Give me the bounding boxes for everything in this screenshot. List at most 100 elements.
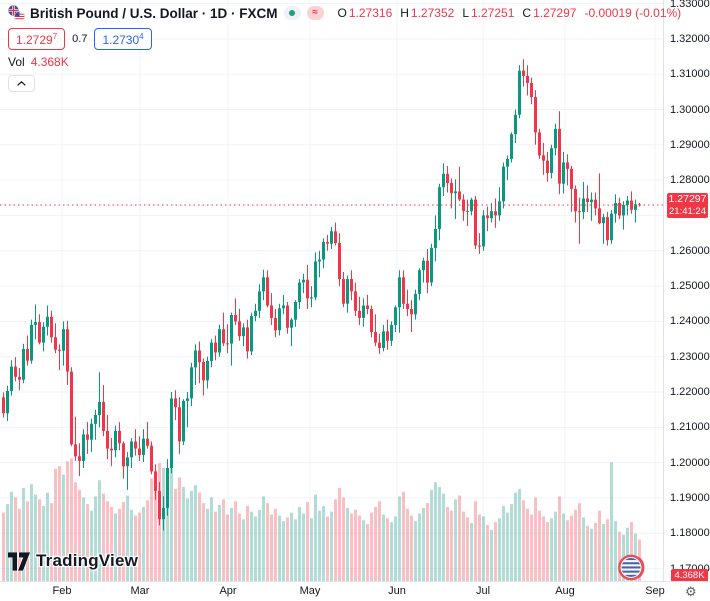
candle-body bbox=[590, 199, 593, 203]
candle-body bbox=[610, 213, 613, 241]
volume-bar bbox=[2, 512, 5, 581]
volume-bar bbox=[590, 528, 593, 581]
volume-bar bbox=[134, 515, 137, 581]
candle-body bbox=[38, 322, 41, 343]
volume-bar bbox=[246, 505, 249, 581]
candle-body bbox=[66, 329, 69, 372]
candle-body bbox=[618, 203, 621, 216]
candle-body bbox=[474, 199, 477, 246]
candle-body bbox=[50, 316, 53, 338]
candle-body bbox=[150, 445, 153, 472]
volume-bar bbox=[462, 511, 465, 581]
volume-bar bbox=[230, 507, 233, 581]
volume-indicator-value: 4.368K bbox=[30, 54, 69, 69]
close-value: 1.27297 bbox=[533, 6, 577, 20]
tradingview-logo-text: TradingView bbox=[36, 551, 139, 570]
sell-bid-button[interactable]: 1.27297 bbox=[8, 27, 66, 50]
axis-settings-gear-icon[interactable]: ⚙ bbox=[685, 584, 697, 599]
volume-bar bbox=[242, 519, 245, 581]
buy-ask-button[interactable]: 1.27304 bbox=[94, 27, 152, 50]
candle-body bbox=[502, 166, 505, 202]
volume-bar bbox=[86, 504, 89, 581]
volume-bar bbox=[350, 513, 353, 581]
open-value: 1.27316 bbox=[348, 6, 393, 20]
candle-body bbox=[550, 148, 553, 173]
volume-bar bbox=[414, 521, 417, 581]
change-value: -0.00019 (-0.01%) bbox=[584, 6, 682, 20]
volume-bar bbox=[122, 502, 125, 581]
volume-bar bbox=[610, 462, 613, 581]
volume-bar bbox=[78, 489, 81, 581]
chart-legend: British Pound / U.S. Dollar · 1D · FXCM … bbox=[8, 4, 681, 92]
volume-bar bbox=[238, 513, 241, 581]
volume-bar bbox=[202, 503, 205, 581]
high-label: H bbox=[400, 6, 409, 20]
tradingview-logo[interactable]: TradingView bbox=[8, 551, 138, 571]
candle-body bbox=[482, 215, 485, 247]
price-tick-label: 1.24000 bbox=[670, 315, 710, 328]
volume-bar bbox=[214, 511, 217, 581]
candle-body bbox=[234, 315, 237, 322]
volume-bar bbox=[366, 524, 369, 581]
candle-body bbox=[386, 331, 389, 341]
close-label: C bbox=[522, 6, 532, 20]
price-tick-label: 1.23000 bbox=[670, 350, 710, 363]
candle-body bbox=[70, 371, 73, 445]
candle-body bbox=[178, 407, 181, 442]
candle-body bbox=[274, 317, 277, 331]
price-tick-label: 1.22000 bbox=[670, 386, 710, 398]
volume-bar bbox=[290, 512, 293, 581]
volume-bar bbox=[338, 487, 341, 581]
candle-body bbox=[486, 215, 489, 219]
fxcm-logo[interactable] bbox=[616, 552, 647, 588]
volume-bar bbox=[150, 478, 153, 581]
candle-body bbox=[130, 441, 133, 458]
volume-bar bbox=[210, 497, 213, 581]
volume-bar bbox=[298, 506, 301, 581]
volume-bar bbox=[370, 512, 373, 581]
market-open-dot-icon bbox=[289, 10, 296, 16]
volume-bar bbox=[426, 503, 429, 581]
candle-body bbox=[286, 305, 289, 328]
candle-body bbox=[250, 316, 253, 352]
chevron-up-icon bbox=[17, 81, 26, 86]
candle-body bbox=[126, 457, 129, 467]
candle-body bbox=[162, 507, 165, 520]
volume-bar bbox=[106, 501, 109, 581]
volume-bar bbox=[274, 508, 277, 581]
volume-bar bbox=[130, 509, 133, 581]
symbol-title[interactable]: British Pound / U.S. Dollar · 1D · FXCM bbox=[30, 5, 278, 21]
candle-body bbox=[134, 441, 137, 449]
candlestick-plot[interactable] bbox=[0, 0, 663, 581]
volume-bar bbox=[46, 492, 49, 581]
candle-body bbox=[26, 349, 29, 361]
candle-body bbox=[318, 259, 321, 262]
candle-body bbox=[154, 471, 157, 491]
price-axis[interactable]: 1.33000 1.32000 1.31000 1.30000 1.29000 1.280… bbox=[663, 0, 710, 582]
time-axis[interactable]: Feb Mar Apr May Jun Jul Aug Sep ⚙ bbox=[0, 581, 710, 601]
candle-body bbox=[146, 438, 149, 446]
price-tick-label: 1.25000 bbox=[670, 280, 710, 293]
volume-bar bbox=[330, 511, 333, 581]
volume-bar bbox=[318, 510, 321, 581]
volume-bar bbox=[526, 508, 529, 581]
candle-body bbox=[314, 261, 317, 298]
price-tick-label: 1.18000 bbox=[670, 527, 710, 540]
candle-body bbox=[358, 310, 361, 318]
candle-body bbox=[354, 291, 357, 311]
volume-bar bbox=[26, 501, 29, 581]
collapse-legend-button[interactable] bbox=[8, 75, 35, 92]
candle-body bbox=[34, 322, 37, 325]
price-tick-label: 1.20000 bbox=[670, 456, 710, 469]
candle-body bbox=[266, 277, 269, 306]
volume-bar bbox=[450, 510, 453, 581]
volume-bar bbox=[574, 509, 577, 581]
volume-bar bbox=[558, 496, 561, 581]
candle-body bbox=[110, 448, 113, 451]
candle-body bbox=[418, 270, 421, 294]
volume-bar bbox=[582, 517, 585, 581]
delayed-data-icon[interactable]: ≈ bbox=[306, 6, 324, 20]
market-status-icon[interactable] bbox=[283, 6, 301, 20]
candle-body bbox=[518, 70, 521, 115]
